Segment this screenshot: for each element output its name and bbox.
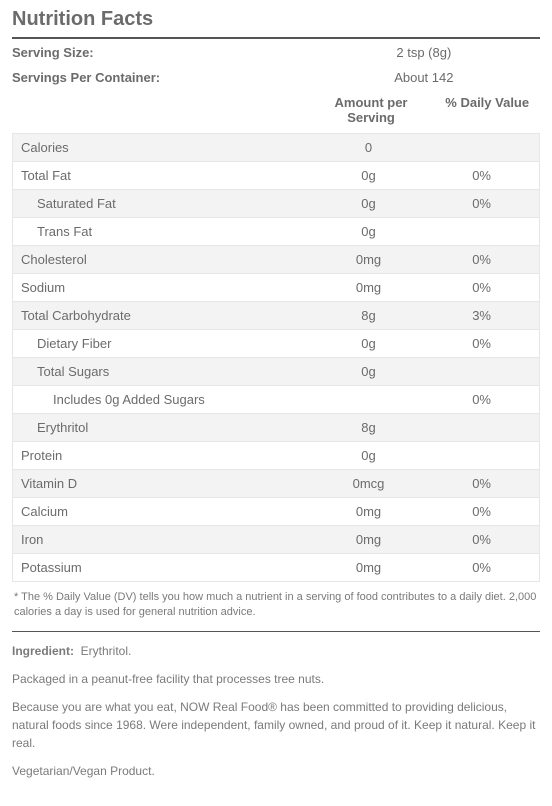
nutrient-amount: 0g [307,448,430,463]
brand-blurb: Because you are what you eat, NOW Real F… [12,698,540,752]
nutrient-amount: 0mg [307,532,430,547]
dv-footnote: * The % Daily Value (DV) tells you how m… [12,582,540,631]
nutrient-dv: 0% [430,532,533,547]
nutrient-amount: 0mg [307,560,430,575]
table-row: Sodium0mg0% [12,273,540,301]
nutrient-amount: 8g [307,308,430,323]
table-row: Includes 0g Added Sugars 0% [12,385,540,413]
nutrient-name: Saturated Fat [19,196,307,211]
table-row: Cholesterol0mg0% [12,245,540,273]
servings-per-value: About 142 [308,70,540,85]
nutrient-dv: 0% [430,476,533,491]
nutrient-name: Iron [19,532,307,547]
nutrient-amount: 0mg [307,280,430,295]
table-row: Protein0g [12,441,540,469]
ingredients-block: Ingredient: Erythritol. Packaged in a pe… [12,632,540,780]
table-row: Erythritol8g [12,413,540,441]
serving-size-label: Serving Size: [12,45,308,60]
nutrient-name: Calories [19,140,307,155]
serving-size-row: Serving Size: 2 tsp (8g) [12,39,540,64]
header-amount-per-serving: Amount perServing [308,95,435,125]
nutrient-name: Protein [19,448,307,463]
header-daily-value: % Daily Value [434,95,540,125]
table-header: Amount perServing % Daily Value [12,89,540,131]
nutrient-amount: 0g [307,196,430,211]
servings-per-label: Servings Per Container: [12,70,308,85]
facility-note: Packaged in a peanut-free facility that … [12,670,540,688]
nutrient-name: Total Sugars [19,364,307,379]
nutrient-amount: 0g [307,336,430,351]
nutrient-dv: 0% [430,560,533,575]
table-row: Calcium0mg0% [12,497,540,525]
nutrient-dv: 0% [430,252,533,267]
nutrient-dv: 0% [430,168,533,183]
nutrient-name: Erythritol [19,420,307,435]
nutrient-dv: 0% [430,196,533,211]
nutrition-table-body: Calories0Total Fat0g0%Saturated Fat0g0%T… [12,133,540,582]
nutrient-dv: 0% [430,504,533,519]
nutrition-title: Nutrition Facts [12,8,540,37]
nutrient-name: Vitamin D [19,476,307,491]
table-row: Potassium0mg0% [12,553,540,582]
nutrient-amount: 0g [307,168,430,183]
table-row: Dietary Fiber0g0% [12,329,540,357]
nutrient-amount: 0mg [307,504,430,519]
nutrient-dv: 0% [430,336,533,351]
table-row: Vitamin D0mcg0% [12,469,540,497]
veg-note: Vegetarian/Vegan Product. [12,762,540,780]
nutrient-amount: 8g [307,420,430,435]
table-row: Calories0 [12,133,540,161]
nutrient-dv: 0% [430,280,533,295]
nutrient-amount: 0mg [307,252,430,267]
servings-per-row: Servings Per Container: About 142 [12,64,540,89]
nutrient-name: Sodium [19,280,307,295]
nutrient-dv: 3% [430,308,533,323]
ingredient-line: Ingredient: Erythritol. [12,642,540,660]
nutrient-name: Calcium [19,504,307,519]
table-row: Total Fat0g0% [12,161,540,189]
nutrient-amount: 0 [307,140,430,155]
nutrient-name: Total Fat [19,168,307,183]
serving-size-value: 2 tsp (8g) [308,45,540,60]
nutrient-amount: 0mcg [307,476,430,491]
nutrient-name: Trans Fat [19,224,307,239]
ingredient-value: Erythritol. [81,644,132,658]
table-row: Iron0mg0% [12,525,540,553]
nutrient-name: Total Carbohydrate [19,308,307,323]
nutrient-name: Potassium [19,560,307,575]
table-row: Trans Fat0g [12,217,540,245]
table-row: Saturated Fat0g0% [12,189,540,217]
nutrient-amount: 0g [307,364,430,379]
table-row: Total Sugars0g [12,357,540,385]
table-row: Total Carbohydrate8g3% [12,301,540,329]
ingredient-label: Ingredient: [12,644,74,658]
nutrient-name: Cholesterol [19,252,307,267]
nutrient-name: Dietary Fiber [19,336,307,351]
nutrient-amount: 0g [307,224,430,239]
nutrient-dv: 0% [430,392,533,407]
nutrient-name: Includes 0g Added Sugars [19,392,307,407]
